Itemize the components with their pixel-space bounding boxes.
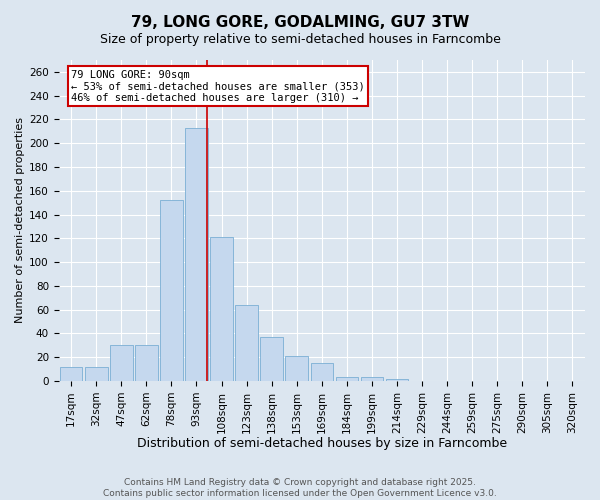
Bar	[361, 378, 383, 381]
Text: 79, LONG GORE, GODALMING, GU7 3TW: 79, LONG GORE, GODALMING, GU7 3TW	[131, 15, 469, 30]
X-axis label: Distribution of semi-detached houses by size in Farncombe: Distribution of semi-detached houses by …	[137, 437, 507, 450]
Bar	[110, 346, 133, 381]
Bar	[85, 366, 107, 381]
Bar	[335, 378, 358, 381]
Bar	[135, 346, 158, 381]
Bar	[210, 237, 233, 381]
Y-axis label: Number of semi-detached properties: Number of semi-detached properties	[15, 118, 25, 324]
Bar	[185, 128, 208, 381]
Bar	[260, 337, 283, 381]
Bar	[386, 378, 408, 381]
Bar	[311, 363, 333, 381]
Bar	[286, 356, 308, 381]
Text: Size of property relative to semi-detached houses in Farncombe: Size of property relative to semi-detach…	[100, 32, 500, 46]
Text: Contains HM Land Registry data © Crown copyright and database right 2025.
Contai: Contains HM Land Registry data © Crown c…	[103, 478, 497, 498]
Bar	[160, 200, 183, 381]
Bar	[235, 305, 258, 381]
Bar	[60, 366, 82, 381]
Text: 79 LONG GORE: 90sqm
← 53% of semi-detached houses are smaller (353)
46% of semi-: 79 LONG GORE: 90sqm ← 53% of semi-detach…	[71, 70, 365, 102]
